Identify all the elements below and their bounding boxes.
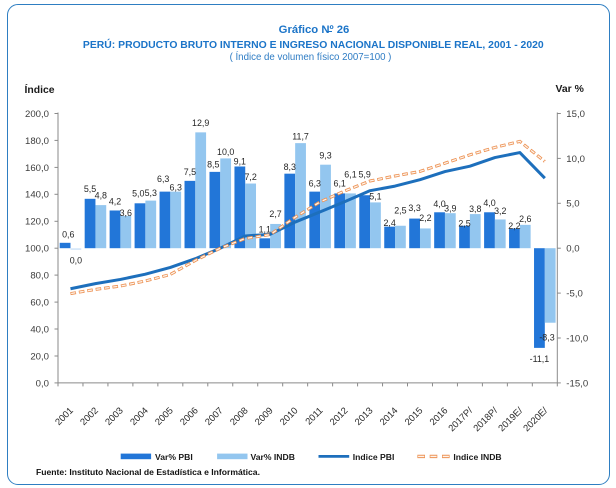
svg-text:8,3: 8,3 bbox=[284, 162, 296, 172]
svg-text:-8,3: -8,3 bbox=[539, 333, 554, 343]
svg-text:2015: 2015 bbox=[402, 405, 425, 428]
svg-text:20,0: 20,0 bbox=[30, 351, 49, 362]
svg-text:1,1: 1,1 bbox=[259, 224, 271, 234]
svg-text:2019E/: 2019E/ bbox=[496, 404, 525, 433]
svg-text:2017P/: 2017P/ bbox=[446, 404, 475, 433]
svg-text:7,5: 7,5 bbox=[184, 167, 196, 177]
svg-text:4,0: 4,0 bbox=[433, 199, 445, 209]
svg-text:3,2: 3,2 bbox=[494, 206, 506, 216]
svg-text:2018P/: 2018P/ bbox=[471, 404, 500, 433]
svg-text:4,2: 4,2 bbox=[109, 196, 121, 206]
svg-text:3,6: 3,6 bbox=[120, 208, 132, 218]
svg-text:0,6: 0,6 bbox=[62, 230, 74, 240]
svg-text:12,9: 12,9 bbox=[192, 118, 209, 128]
svg-text:4,0: 4,0 bbox=[483, 198, 495, 208]
svg-text:10,0: 10,0 bbox=[217, 147, 234, 157]
svg-text:7,2: 7,2 bbox=[244, 172, 256, 182]
svg-text:3,8: 3,8 bbox=[469, 204, 481, 214]
svg-text:3,9: 3,9 bbox=[444, 203, 456, 213]
svg-text:2,2: 2,2 bbox=[419, 213, 431, 223]
svg-text:2,4: 2,4 bbox=[383, 218, 395, 228]
svg-text:5,5: 5,5 bbox=[84, 184, 96, 194]
svg-text:15,0: 15,0 bbox=[566, 109, 585, 120]
svg-text:2003: 2003 bbox=[102, 405, 125, 428]
svg-text:2012: 2012 bbox=[327, 405, 350, 428]
svg-text:2008: 2008 bbox=[227, 405, 250, 428]
svg-text:2,5: 2,5 bbox=[458, 218, 470, 228]
svg-text:5,3: 5,3 bbox=[145, 188, 157, 198]
svg-text:6,3: 6,3 bbox=[170, 183, 182, 193]
svg-text:6,3: 6,3 bbox=[157, 174, 169, 184]
svg-text:0,0: 0,0 bbox=[36, 378, 49, 389]
svg-text:200,0: 200,0 bbox=[25, 109, 49, 120]
svg-text:2006: 2006 bbox=[177, 405, 200, 428]
svg-text:2005: 2005 bbox=[152, 405, 175, 428]
svg-text:5,1: 5,1 bbox=[369, 192, 381, 202]
svg-text:Var% INDB: Var% INDB bbox=[251, 452, 295, 462]
svg-text:4,8: 4,8 bbox=[95, 190, 107, 200]
svg-text:2011: 2011 bbox=[303, 405, 325, 427]
svg-text:2,6: 2,6 bbox=[519, 214, 531, 224]
svg-text:2007: 2007 bbox=[202, 405, 225, 428]
svg-text:100,0: 100,0 bbox=[25, 244, 49, 255]
svg-text:11,7: 11,7 bbox=[292, 132, 309, 142]
svg-text:2010: 2010 bbox=[277, 405, 300, 428]
svg-text:80,0: 80,0 bbox=[30, 271, 49, 282]
svg-text:140,0: 140,0 bbox=[25, 190, 49, 201]
svg-text:10,0: 10,0 bbox=[566, 154, 585, 165]
svg-text:2014: 2014 bbox=[377, 405, 400, 428]
svg-text:Var% PBI: Var% PBI bbox=[155, 452, 193, 462]
svg-text:6,3: 6,3 bbox=[309, 178, 321, 188]
svg-text:2013: 2013 bbox=[352, 405, 375, 428]
svg-text:2004: 2004 bbox=[127, 405, 150, 428]
svg-text:2002: 2002 bbox=[78, 405, 101, 428]
svg-text:60,0: 60,0 bbox=[30, 298, 49, 309]
svg-text:-5,0: -5,0 bbox=[566, 289, 583, 300]
svg-text:9,1: 9,1 bbox=[234, 157, 246, 167]
svg-text:-11,1: -11,1 bbox=[530, 354, 550, 364]
svg-text:2016: 2016 bbox=[427, 405, 450, 428]
svg-text:2020E/: 2020E/ bbox=[521, 404, 550, 433]
svg-text:120,0: 120,0 bbox=[25, 217, 49, 228]
svg-text:-15,0: -15,0 bbox=[566, 378, 588, 389]
svg-text:Indice INDB: Indice INDB bbox=[453, 452, 501, 462]
svg-text:Indice PBI: Indice PBI bbox=[353, 452, 395, 462]
svg-text:9,3: 9,3 bbox=[319, 151, 331, 161]
svg-text:6,1: 6,1 bbox=[334, 178, 346, 188]
svg-text:8,5: 8,5 bbox=[207, 159, 219, 169]
svg-text:5,0: 5,0 bbox=[132, 189, 144, 199]
svg-text:0,0: 0,0 bbox=[70, 256, 82, 266]
svg-text:2,2: 2,2 bbox=[508, 221, 520, 231]
svg-text:0,0: 0,0 bbox=[566, 244, 579, 255]
svg-text:6,1: 6,1 bbox=[344, 170, 356, 180]
svg-text:5,9: 5,9 bbox=[358, 170, 370, 180]
svg-text:2009: 2009 bbox=[252, 405, 275, 428]
svg-text:2,7: 2,7 bbox=[269, 209, 281, 219]
svg-text:5,0: 5,0 bbox=[566, 199, 579, 210]
svg-text:40,0: 40,0 bbox=[30, 324, 49, 335]
svg-text:2,5: 2,5 bbox=[394, 206, 406, 216]
svg-text:3,3: 3,3 bbox=[408, 203, 420, 213]
svg-text:2001: 2001 bbox=[53, 405, 76, 428]
svg-text:160,0: 160,0 bbox=[25, 163, 49, 174]
svg-text:-10,0: -10,0 bbox=[566, 333, 588, 344]
svg-text:180,0: 180,0 bbox=[25, 136, 49, 147]
